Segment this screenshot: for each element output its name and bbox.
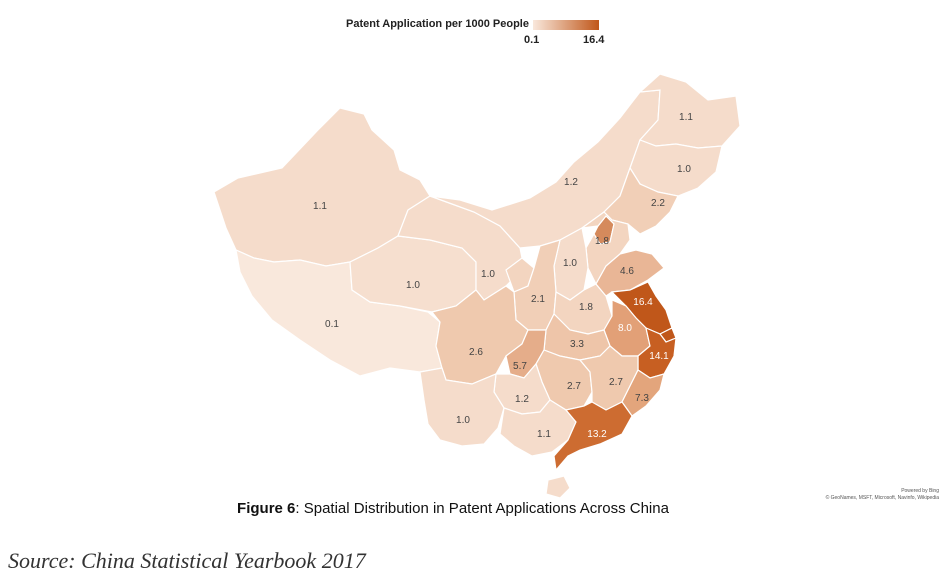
region-shandong[interactable] bbox=[595, 249, 665, 297]
region-value-hebei: 1.8 bbox=[595, 236, 609, 247]
region-fujian[interactable] bbox=[621, 369, 665, 417]
region-value-heilongjiang: 1.1 bbox=[679, 112, 693, 123]
map-credit: Powered by Bing © GeoNames, MSFT, Micros… bbox=[826, 488, 939, 502]
legend-title: Patent Application per 1000 People bbox=[346, 18, 529, 30]
source-note: Source: China Statistical Yearbook 2017 bbox=[8, 548, 366, 573]
region-value-hubei: 3.3 bbox=[570, 339, 584, 350]
region-value-shanxi: 1.0 bbox=[563, 258, 577, 269]
credit-sources: © GeoNames, MSFT, Microsoft, Navinfo, Wi… bbox=[825, 495, 939, 501]
region-value-zhejiang: 14.1 bbox=[649, 351, 669, 362]
value-labels-layer: 1.1 0.1 1.0 1.0 1.2 1.1 1.0 2.2 1.8 1.0 … bbox=[313, 112, 693, 440]
region-value-jiangxi: 2.7 bbox=[609, 377, 623, 388]
region-value-jiangsu: 16.4 bbox=[633, 297, 653, 308]
region-value-shaanxi: 2.1 bbox=[531, 294, 545, 305]
region-value-xizang: 0.1 bbox=[325, 319, 339, 330]
region-value-chongqing: 5.7 bbox=[513, 361, 527, 372]
figure-caption: Figure 6: Spatial Distribution in Patent… bbox=[0, 500, 906, 517]
region-value-sichuan: 2.6 bbox=[469, 347, 483, 358]
region-value-neimenggu: 1.2 bbox=[564, 177, 578, 188]
region-value-henan: 1.8 bbox=[579, 302, 593, 313]
region-liaoning[interactable] bbox=[603, 166, 679, 235]
region-guangdong[interactable] bbox=[553, 401, 633, 472]
figure-caption-text: : Spatial Distribution in Patent Applica… bbox=[295, 500, 669, 517]
region-value-yunnan: 1.0 bbox=[456, 415, 470, 426]
region-value-xinjiang: 1.1 bbox=[313, 201, 327, 212]
region-value-jilin: 1.0 bbox=[677, 164, 691, 175]
region-value-guangdong: 13.2 bbox=[587, 429, 607, 440]
legend-gradient-bar bbox=[533, 20, 599, 30]
credit-powered-by: Powered by Bing bbox=[901, 488, 939, 494]
region-value-shandong: 4.6 bbox=[620, 266, 634, 277]
region-value-guizhou: 1.2 bbox=[515, 394, 529, 405]
region-value-anhui: 8.0 bbox=[618, 323, 632, 334]
region-value-fujian: 7.3 bbox=[635, 393, 649, 404]
china-choropleth-map: 1.1 0.1 1.0 1.0 1.2 1.1 1.0 2.2 1.8 1.0 … bbox=[213, 73, 741, 499]
region-value-guangxi: 1.1 bbox=[537, 429, 551, 440]
legend-max-label: 16.4 bbox=[583, 34, 605, 46]
regions-layer bbox=[213, 73, 741, 499]
legend-min-label: 0.1 bbox=[524, 34, 540, 46]
region-hainan[interactable] bbox=[545, 475, 571, 499]
region-value-liaoning: 2.2 bbox=[651, 198, 665, 209]
region-value-gansu: 1.0 bbox=[481, 269, 495, 280]
region-yunnan[interactable] bbox=[419, 367, 505, 447]
figure-label: Figure 6 bbox=[237, 500, 296, 517]
region-value-qinghai: 1.0 bbox=[406, 280, 420, 291]
region-value-hunan: 2.7 bbox=[567, 381, 581, 392]
